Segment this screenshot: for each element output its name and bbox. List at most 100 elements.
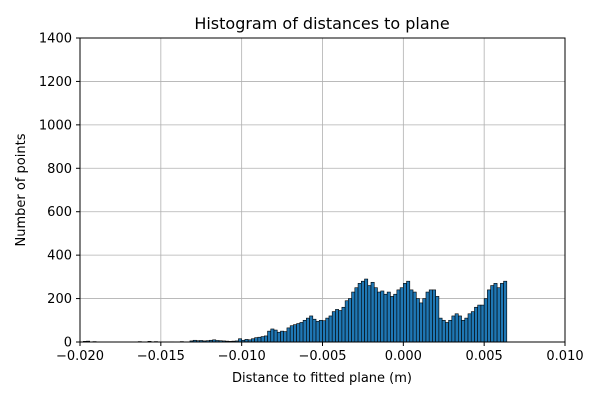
x-axis-label: Distance to fitted plane (m) <box>232 371 412 386</box>
histogram-bar-30 <box>260 336 265 343</box>
histogram-bar-97 <box>477 304 482 343</box>
histogram-bar-88 <box>448 319 453 343</box>
y-tick-label-1: 200 <box>47 292 72 307</box>
histogram-bar-64 <box>370 281 375 343</box>
histogram-bar-61 <box>360 280 365 343</box>
histogram-bar-83 <box>432 289 436 343</box>
x-tick-label-6: 0.010 <box>546 349 583 364</box>
histogram-bar-80 <box>422 298 427 343</box>
histogram-bar-79 <box>419 302 424 343</box>
histogram-bar-95 <box>470 311 475 343</box>
y-tick-label-7: 1400 <box>39 32 72 47</box>
chart-title: Histogram of distances to plane <box>194 14 449 33</box>
y-tick-label-4: 800 <box>47 162 72 177</box>
histogram-bar-32 <box>267 330 272 343</box>
histogram-bar-103 <box>496 287 501 343</box>
histogram-bar-48 <box>318 319 323 343</box>
histogram-bar-100 <box>487 289 491 343</box>
histogram-bar-104 <box>500 283 504 343</box>
histogram-bar-58 <box>351 291 356 343</box>
histogram-bar-34 <box>273 329 278 343</box>
histogram-bar-68 <box>383 293 388 343</box>
histogram-bar-50 <box>325 317 330 343</box>
x-tick-label-0: −0.020 <box>56 349 104 364</box>
histogram-bar-101 <box>490 285 495 343</box>
histogram-bar-102 <box>493 283 498 343</box>
histogram-bar-60 <box>357 283 362 343</box>
y-axis-ticks: 0 200 400 600 800 1000 1200 1400 <box>39 32 80 351</box>
histogram-bar-39 <box>289 325 294 343</box>
histogram-bar-96 <box>474 306 479 343</box>
x-tick-label-2: −0.010 <box>218 349 266 364</box>
histogram-bar-55 <box>341 306 346 343</box>
histogram-bar-71 <box>393 293 398 343</box>
x-axis-ticks: −0.020 −0.015 −0.010 −0.005 0.000 0.005 0.010 <box>56 342 584 364</box>
histogram-bar-43 <box>302 319 307 343</box>
histogram-bar-91 <box>457 315 462 343</box>
histogram-bar-63 <box>367 285 372 343</box>
grid <box>79 37 566 343</box>
histogram-bar-77 <box>412 291 417 343</box>
histogram-bar-54 <box>338 310 343 343</box>
histogram-bar-52 <box>331 311 336 343</box>
histogram-bar-81 <box>425 291 430 343</box>
histogram-bar-92 <box>461 319 466 343</box>
histogram-bar-38 <box>286 327 291 343</box>
histogram-bar-74 <box>403 283 407 343</box>
x-tick-label-4: 0.000 <box>385 349 422 364</box>
histogram-bar-67 <box>380 290 385 343</box>
histogram-bar-99 <box>483 298 488 343</box>
histogram-bar-36 <box>280 330 285 343</box>
y-tick-label-3: 600 <box>47 205 72 220</box>
histogram-bar-57 <box>348 298 352 343</box>
histogram-bar-45 <box>309 315 314 343</box>
y-tick-label-0: 0 <box>64 336 72 351</box>
histogram-bar-73 <box>399 287 404 343</box>
histogram-bar-105 <box>503 280 508 343</box>
histogram-bar-86 <box>441 319 446 343</box>
histogram-bar-70 <box>390 296 394 343</box>
histogram-bar-87 <box>445 322 449 343</box>
x-tick-label-1: −0.015 <box>137 349 185 364</box>
histogram-bar-78 <box>415 298 420 343</box>
histogram-bar-89 <box>451 315 456 343</box>
histogram-bar-98 <box>480 304 485 343</box>
histogram-bar-90 <box>454 313 459 343</box>
histogram-bar-35 <box>276 331 281 343</box>
x-tick-label-5: 0.005 <box>466 349 503 364</box>
y-axis-label: Number of points <box>14 133 29 246</box>
x-tick-label-3: −0.005 <box>298 349 346 364</box>
histogram-bar-56 <box>344 300 349 343</box>
histogram-bar-62 <box>364 278 369 343</box>
histogram-bar-94 <box>467 313 472 343</box>
histogram-bar-31 <box>263 335 268 343</box>
histogram-bar-28 <box>254 337 259 343</box>
histogram-bar-59 <box>354 287 359 343</box>
y-tick-label-6: 1200 <box>39 75 72 90</box>
histogram-bar-29 <box>257 336 262 343</box>
histogram-bar-82 <box>428 289 433 343</box>
histogram-bar-40 <box>293 324 297 343</box>
histogram-bar-66 <box>377 291 382 343</box>
histogram-bar-51 <box>328 315 333 343</box>
histogram-bar-76 <box>409 289 414 343</box>
y-tick-label-5: 1000 <box>39 118 72 133</box>
histogram-bar-41 <box>296 323 301 343</box>
histogram-bar-84 <box>435 296 440 343</box>
histogram-bar-47 <box>315 321 320 343</box>
histogram-bar-93 <box>464 317 469 343</box>
histogram-bar-42 <box>299 322 304 343</box>
histogram-bar-65 <box>373 287 378 343</box>
histogram-bar-53 <box>335 309 339 343</box>
y-tick-label-2: 400 <box>47 249 72 264</box>
histogram-bar-85 <box>438 317 443 343</box>
histogram-bar-44 <box>306 317 310 343</box>
histogram-bar-46 <box>312 318 317 343</box>
histogram-bar-72 <box>396 289 401 343</box>
histogram-bar-49 <box>322 320 327 343</box>
histogram-bar-37 <box>283 331 288 343</box>
histogram-bar-33 <box>270 328 275 343</box>
bars <box>82 278 508 343</box>
histogram-bar-69 <box>386 291 391 343</box>
